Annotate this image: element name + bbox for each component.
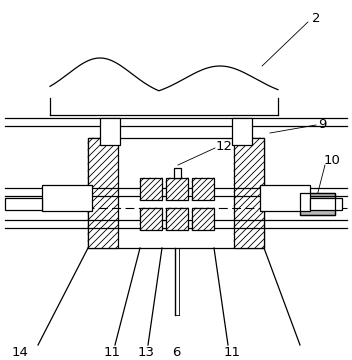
Bar xyxy=(88,138,118,248)
Text: 6: 6 xyxy=(172,346,180,360)
Bar xyxy=(88,138,264,248)
Bar xyxy=(5,198,42,210)
Text: 10: 10 xyxy=(324,153,341,166)
Bar xyxy=(42,185,92,211)
Bar xyxy=(300,193,335,215)
Bar xyxy=(140,178,162,200)
Bar xyxy=(232,118,252,145)
Text: 13: 13 xyxy=(138,346,155,360)
Bar xyxy=(234,138,264,248)
Text: 2: 2 xyxy=(312,12,321,24)
Bar xyxy=(310,198,342,210)
Text: 14: 14 xyxy=(12,346,29,359)
Bar xyxy=(166,178,188,200)
Text: 11: 11 xyxy=(224,346,241,360)
Bar xyxy=(300,193,335,215)
Bar xyxy=(140,208,162,230)
Text: 11: 11 xyxy=(104,346,121,360)
Bar xyxy=(260,185,310,211)
Bar xyxy=(166,208,188,230)
Bar xyxy=(174,168,181,178)
Text: 12: 12 xyxy=(216,139,233,153)
Bar xyxy=(192,178,214,200)
Text: 9: 9 xyxy=(318,117,326,130)
Bar xyxy=(100,118,120,145)
Bar xyxy=(192,208,214,230)
